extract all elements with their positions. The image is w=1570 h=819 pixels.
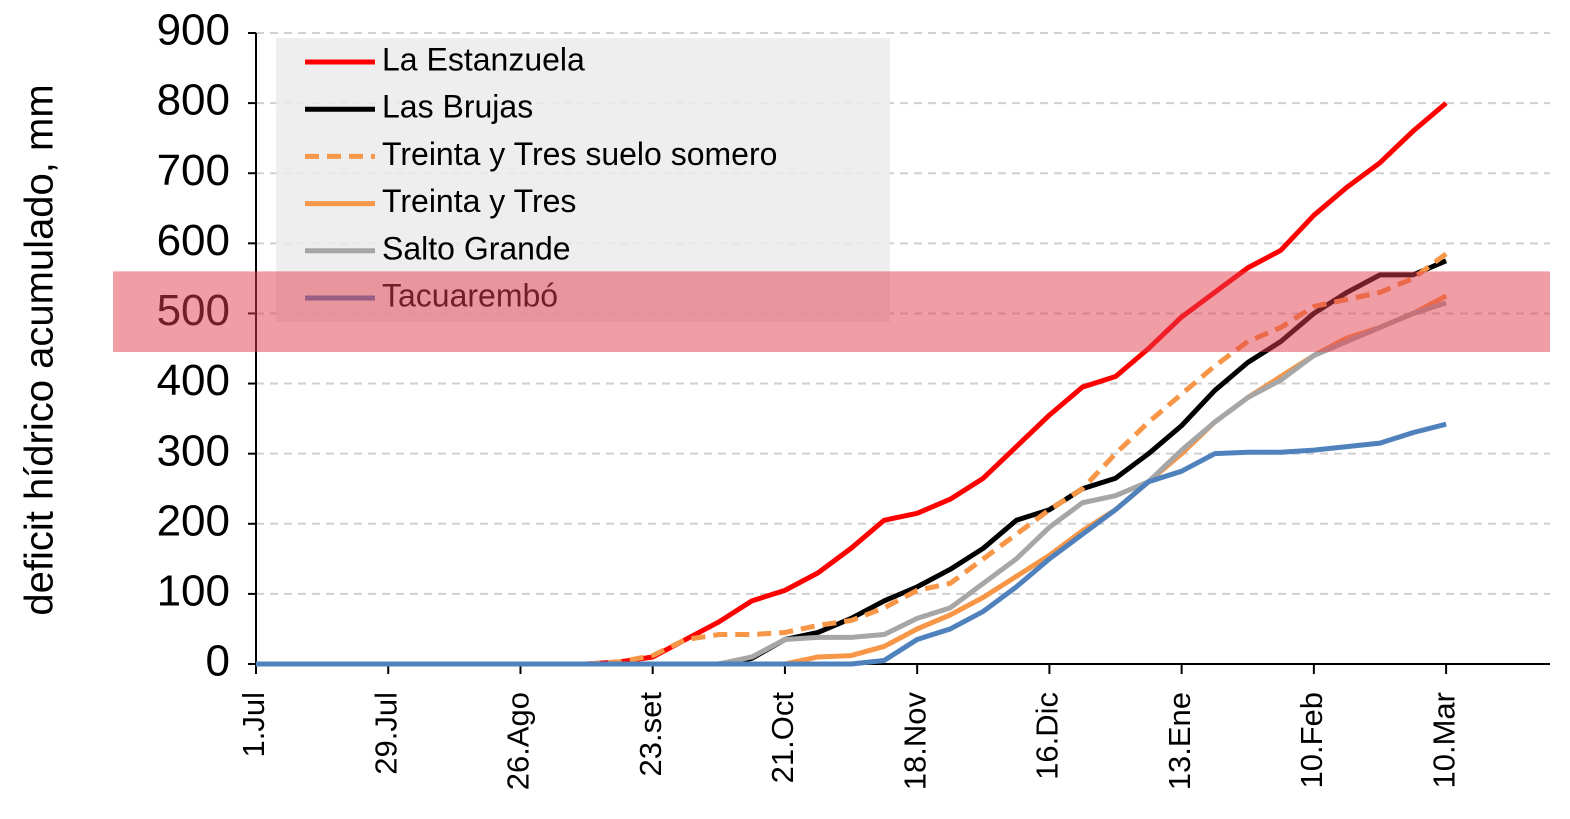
y-axis-label: deficit hídrico acumulado, mm — [18, 84, 62, 615]
y-tick-label: 800 — [157, 76, 230, 125]
legend-label: Treinta y Tres suelo somero — [382, 136, 777, 172]
line-series — [256, 300, 1447, 667]
x-tick-label: 10.Mar — [1426, 692, 1461, 788]
x-tick-label: 16.Dic — [1030, 692, 1065, 780]
y-tick-label: 700 — [157, 146, 230, 195]
x-tick-label: 21.Oct — [765, 692, 800, 784]
y-tick-label: 100 — [157, 567, 230, 616]
y-tick-label: 900 — [157, 6, 230, 55]
x-tick-label: 18.Nov — [897, 692, 932, 791]
x-tick-label: 29.Jul — [368, 692, 403, 775]
y-tick-label: 0 — [206, 637, 230, 686]
y-tick-label: 200 — [157, 496, 230, 545]
legend-label: La Estanzuela — [382, 41, 585, 77]
line-series — [256, 421, 1447, 667]
line-series — [256, 101, 1448, 667]
x-tick-label: 23.set — [633, 692, 668, 777]
y-tick-label: 400 — [157, 356, 230, 405]
legend-label: Las Brujas — [382, 89, 533, 125]
legend-label: Treinta y Tres — [382, 183, 576, 219]
x-tick-label: 10.Feb — [1294, 692, 1329, 789]
y-tick-label: 300 — [157, 426, 230, 475]
x-tick-label: 13.Ene — [1162, 692, 1197, 790]
x-tick-label: 1.Jul — [236, 692, 271, 757]
y-tick-label: 600 — [157, 216, 230, 265]
x-tick-label: 26.Ago — [501, 692, 536, 790]
highlight-band — [113, 271, 1550, 353]
legend-label: Salto Grande — [382, 230, 571, 266]
